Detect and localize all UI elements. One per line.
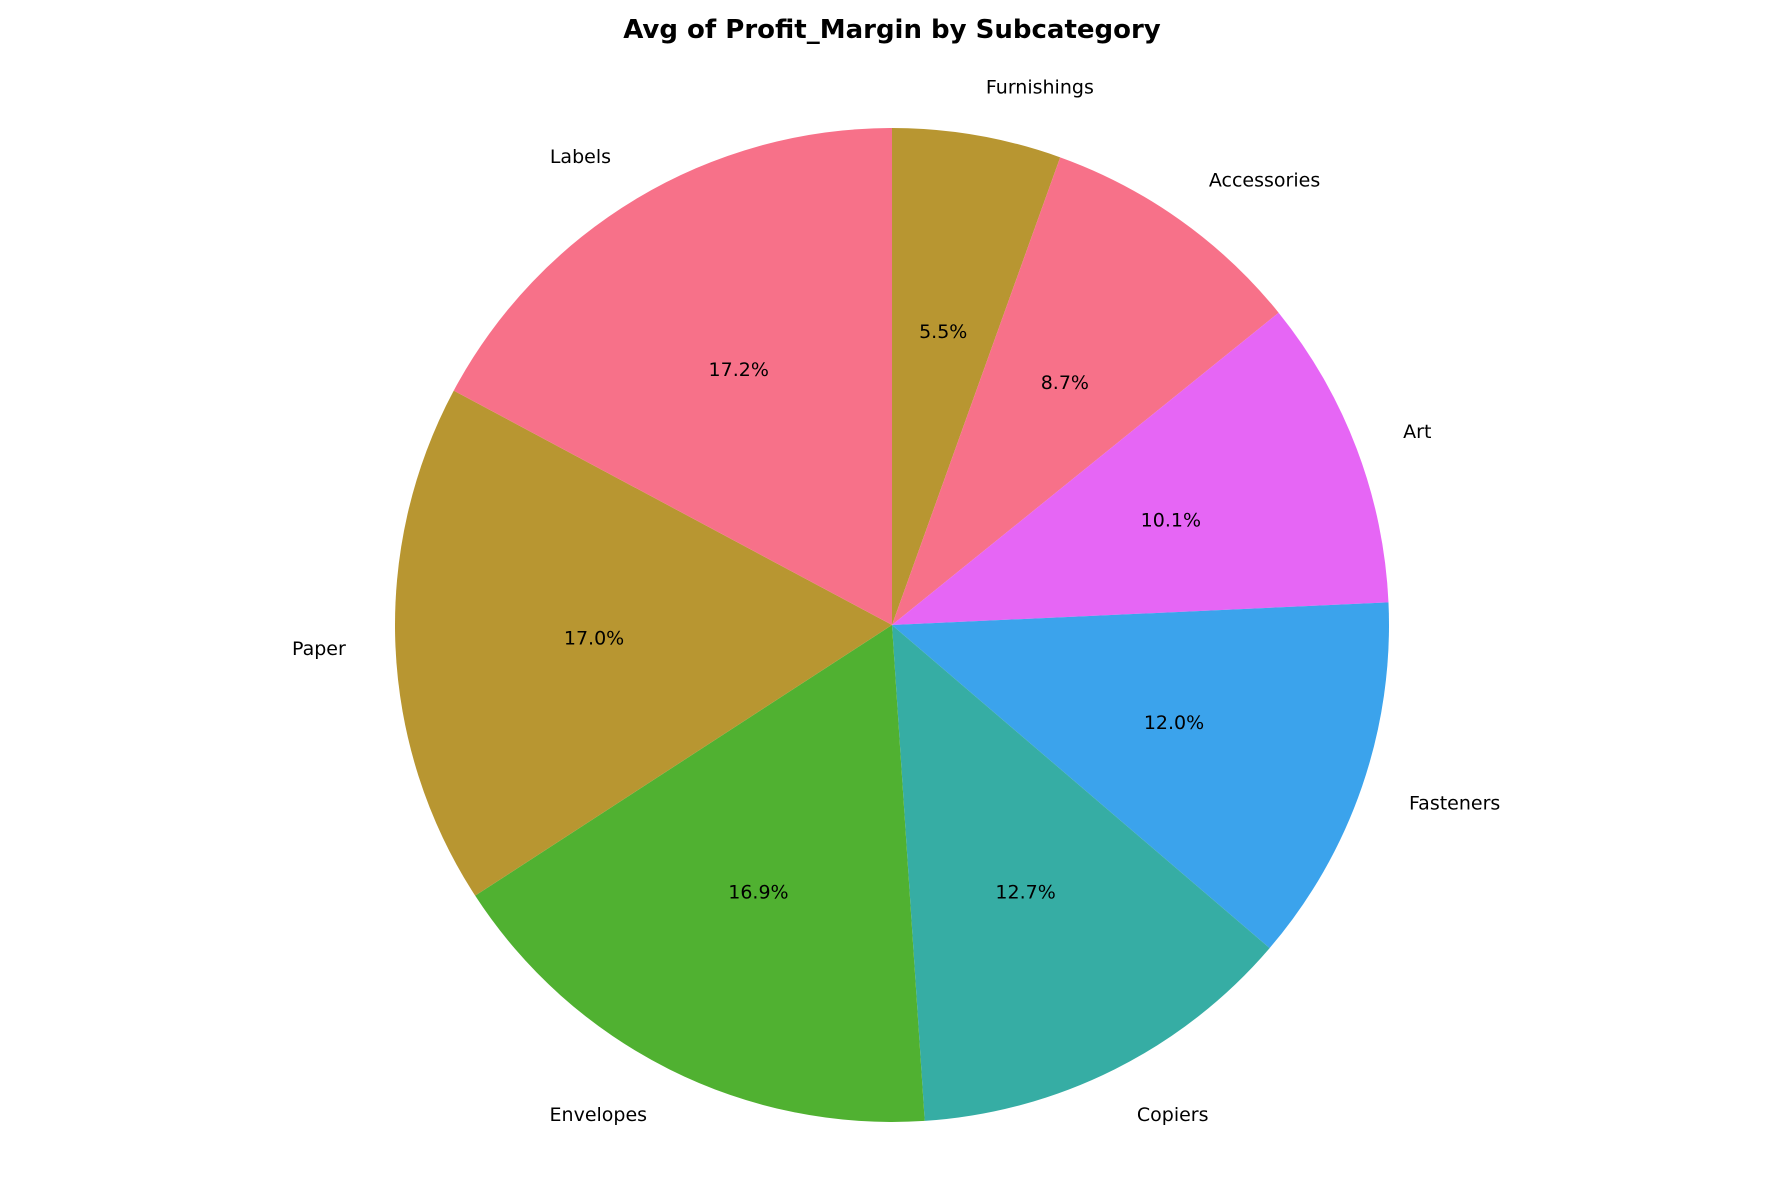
slice-percent-fasteners: 12.0% xyxy=(1144,712,1204,734)
slice-percent-furnishings: 5.5% xyxy=(919,321,967,343)
slice-label-accessories: Accessories xyxy=(1209,170,1320,192)
slice-label-copiers: Copiers xyxy=(1137,1104,1209,1126)
slice-percent-accessories: 8.7% xyxy=(1041,372,1089,394)
pie-slice-accessories xyxy=(892,157,1279,625)
slice-percent-paper: 17.0% xyxy=(564,628,624,650)
pie-slice-furnishings xyxy=(892,128,1061,625)
slice-percent-copiers: 12.7% xyxy=(995,882,1055,904)
slice-label-art: Art xyxy=(1403,421,1431,443)
slice-label-fasteners: Fasteners xyxy=(1409,793,1500,815)
chart-title: Avg of Profit_Margin by Subcategory xyxy=(623,15,1161,45)
pie-slice-labels xyxy=(453,128,892,625)
slice-percent-envelopes: 16.9% xyxy=(728,882,788,904)
pie-slice-envelopes xyxy=(475,625,925,1122)
slice-percent-labels: 17.2% xyxy=(709,359,769,381)
pie-slices xyxy=(394,128,1389,1122)
slice-label-furnishings: Furnishings xyxy=(986,76,1094,98)
slice-percent-art: 10.1% xyxy=(1141,509,1201,531)
slice-label-envelopes: Envelopes xyxy=(550,1104,648,1126)
pie-slice-copiers xyxy=(892,625,1270,1121)
slice-label-paper: Paper xyxy=(292,638,346,660)
pie-slice-art xyxy=(892,312,1389,625)
pie-slice-fasteners xyxy=(892,602,1389,949)
pie-slice-paper xyxy=(394,390,892,896)
slice-label-labels: Labels xyxy=(550,146,611,168)
pie-labels: Furnishings 5.5% Accessories 8.7% Art 10.1% Fa… xyxy=(292,76,1500,1125)
